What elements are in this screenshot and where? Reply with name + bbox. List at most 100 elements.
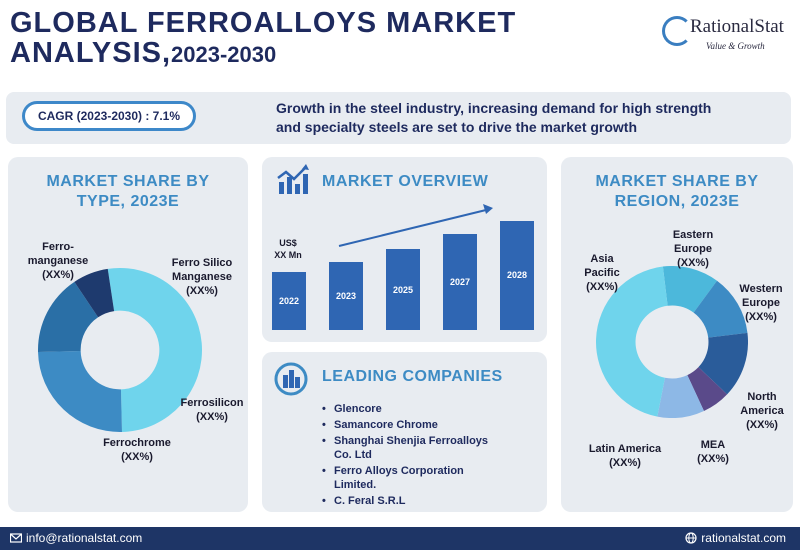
type-label-fsm-1: Ferro Silico	[171, 257, 233, 269]
overview-bar-2022	[272, 271, 306, 330]
buildings-icon	[274, 362, 308, 396]
region-donut-chart	[596, 266, 748, 418]
region-label-western-europe: Western Europe (XX%)	[728, 282, 794, 324]
overview-bar-2028	[500, 220, 534, 330]
region-na-1: North	[747, 391, 777, 403]
overview-bar-2027	[443, 233, 477, 330]
footer-website[interactable]: rationalstat.com	[685, 531, 786, 545]
region-share-title: MARKET SHARE BY REGION, 2023E	[561, 172, 793, 212]
overview-bar-label-2027: 2027	[449, 276, 471, 287]
type-label-ferromanganese-3: (XX%)	[42, 269, 74, 281]
region-we-1: Western	[739, 283, 783, 295]
region-label-latin-america: Latin America (XX%)	[580, 442, 670, 470]
company-item: C. Feral S.R.L	[322, 494, 537, 508]
logo-name: RationalStat	[690, 16, 784, 37]
globe-icon	[685, 532, 697, 544]
type-donut-chart	[38, 268, 202, 432]
overview-bar-label-2023: 2023	[335, 291, 357, 302]
region-slice-1	[693, 280, 748, 338]
type-label-ferromanganese-2: manganese	[27, 255, 89, 267]
logo-ring-icon	[662, 16, 692, 46]
title-line-1: GLOBAL FERROALLOYS MARKET	[10, 7, 517, 39]
company-5-line-1: C. Feral S.R.L	[334, 495, 406, 507]
footer-email-text: info@rationalstat.com	[26, 531, 143, 545]
company-1-line-1: Glencore	[334, 403, 382, 415]
footer-email[interactable]: info@rationalstat.com	[10, 531, 142, 545]
region-na-2: America	[740, 405, 784, 417]
mail-icon	[10, 533, 22, 543]
overview-bar-2023	[329, 262, 363, 330]
region-ap-3: (XX%)	[586, 281, 618, 293]
title-line-2: ANALYSIS,2023-2030	[10, 38, 516, 70]
growth-arrow-icon	[338, 204, 493, 247]
region-na-3: (XX%)	[746, 419, 778, 431]
region-mea-2: (XX%)	[697, 453, 729, 465]
type-label-ferrosilicon-1: Ferrosilicon	[180, 397, 244, 409]
type-label-fsm-3: (XX%)	[186, 285, 218, 297]
region-we-2: Europe	[742, 297, 780, 309]
type-slice-0	[107, 268, 202, 432]
type-slice-1	[38, 350, 122, 432]
type-label-ferrosilicon-2: (XX%)	[196, 411, 228, 423]
type-label-ferrochrome-2: (XX%)	[121, 451, 153, 463]
growth-statement: Growth in the steel industry, increasing…	[276, 99, 786, 137]
footer-website-text: rationalstat.com	[701, 531, 786, 545]
overview-unit: US$ XX Mn	[268, 237, 308, 261]
overview-unit-line-2: XX Mn	[274, 250, 302, 260]
type-label-fsm-2: Manganese	[172, 271, 232, 283]
company-3-line-1: Shanghai Shenjia Ferroalloys	[334, 435, 489, 447]
type-label-ferrochrome: Ferrochrome (XX%)	[92, 436, 182, 464]
company-3-line-2: Co. Ltd	[334, 449, 372, 461]
company-4-line-2: Limited.	[334, 479, 377, 491]
company-item: Glencore	[322, 402, 537, 416]
type-label-ferromanganese: Ferro- manganese (XX%)	[18, 240, 98, 282]
type-title-line-2: TYPE, 2023E	[76, 193, 180, 210]
region-mea-1: MEA	[700, 439, 726, 451]
market-overview-title: MARKET OVERVIEW	[322, 173, 489, 190]
type-share-title: MARKET SHARE BY TYPE, 2023E	[8, 172, 248, 212]
type-label-ferrosilicon: Ferrosilicon (XX%)	[172, 396, 252, 424]
region-label-asia-pacific: Asia Pacific (XX%)	[572, 252, 632, 294]
region-ee-1: Eastern	[672, 229, 714, 241]
region-la-1: Latin America	[588, 443, 662, 455]
region-ee-3: (XX%)	[677, 257, 709, 269]
overview-bar-label-2022: 2022	[278, 295, 300, 306]
region-label-eastern-europe: Eastern Europe (XX%)	[658, 228, 728, 270]
company-item: Ferro Alloys Corporation Limited.	[322, 464, 537, 492]
region-title-line-2: REGION, 2023E	[614, 193, 740, 210]
type-label-ferromanganese-1: Ferro-	[42, 241, 74, 253]
region-ap-2: Pacific	[584, 267, 620, 279]
cagr-badge: CAGR (2023-2030) : 7.1%	[22, 101, 196, 131]
type-title-line-1: MARKET SHARE BY	[46, 173, 210, 190]
growth-statement-line-2: and specialty steels are set to drive th…	[276, 119, 638, 135]
type-slice-2	[38, 281, 99, 352]
region-we-3: (XX%)	[745, 311, 777, 323]
region-slice-4	[657, 375, 704, 418]
region-slice-0	[662, 266, 718, 313]
region-ee-2: Europe	[674, 243, 712, 255]
growth-statement-line-1: Growth in the steel industry, increasing…	[276, 100, 712, 116]
company-item: Shanghai Shenjia Ferroalloys Co. Ltd	[322, 434, 537, 462]
title-years: 2023-2030	[171, 42, 277, 67]
region-slice-2	[698, 332, 748, 395]
overview-bar-2025	[386, 249, 420, 330]
overview-bar-label-2025: 2025	[392, 284, 414, 295]
page-title: GLOBAL FERROALLOYS MARKET ANALYSIS,2023-…	[10, 8, 516, 70]
companies-list: Glencore Samancore Chrome Shanghai Shenj…	[322, 402, 537, 510]
type-label-ferrochrome-1: Ferrochrome	[103, 437, 171, 449]
rationalstat-logo: RationalStat Value & Growth	[662, 14, 792, 54]
title-line-2-text: ANALYSIS,	[10, 37, 172, 69]
overview-bar-label-2028: 2028	[506, 270, 528, 281]
type-label-ferro-silico-manganese: Ferro Silico Manganese (XX%)	[160, 256, 244, 298]
region-label-north-america: North America (XX%)	[732, 390, 792, 432]
overview-unit-line-1: US$	[279, 238, 297, 248]
region-la-2: (XX%)	[609, 457, 641, 469]
logo-tagline: Value & Growth	[706, 41, 765, 51]
region-ap-1: Asia	[590, 253, 614, 265]
type-slice-3	[74, 268, 115, 318]
rising-chart-icon	[277, 164, 309, 194]
company-2-line-1: Samancore Chrome	[334, 419, 438, 431]
region-label-mea: MEA (XX%)	[688, 438, 738, 466]
company-item: Samancore Chrome	[322, 418, 537, 432]
region-slice-3	[687, 367, 728, 411]
